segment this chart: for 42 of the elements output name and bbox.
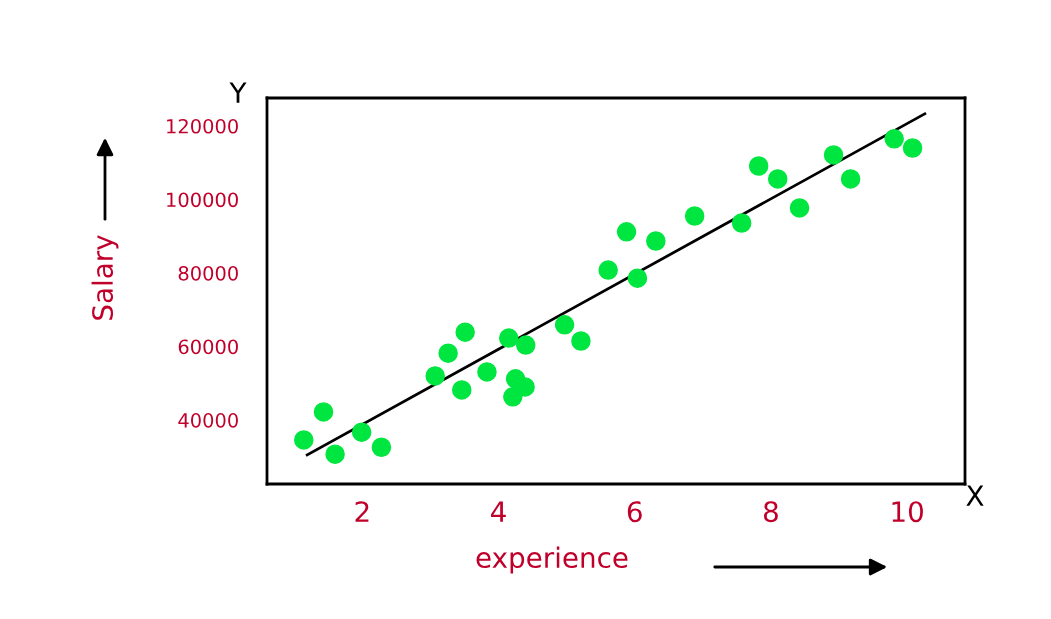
x-axis-title: experience <box>476 546 628 574</box>
point <box>515 377 535 397</box>
point <box>516 335 536 355</box>
y-tick-label: 40000 <box>178 412 238 428</box>
point <box>748 156 769 176</box>
y-tick-label: 120000 <box>167 118 238 134</box>
x-tick-label: 6 <box>627 501 642 523</box>
x-tick-label: 8 <box>763 501 778 523</box>
point <box>351 422 372 442</box>
point <box>684 206 705 226</box>
point <box>455 322 475 342</box>
point <box>313 402 334 422</box>
point <box>498 328 519 348</box>
point <box>840 169 861 189</box>
point <box>767 169 788 189</box>
point <box>616 222 637 242</box>
point <box>902 138 923 158</box>
y-tick-label: 80000 <box>178 265 238 281</box>
point <box>325 444 345 464</box>
point <box>438 343 458 363</box>
point <box>789 198 810 218</box>
point <box>598 260 618 280</box>
y-tick-label: 100000 <box>167 192 238 208</box>
point <box>371 437 392 457</box>
point <box>425 366 445 386</box>
point <box>884 129 904 149</box>
x-tick-label: 4 <box>491 501 506 522</box>
point <box>477 362 497 382</box>
point <box>731 213 752 233</box>
point <box>452 380 472 400</box>
y-axis-title: Salary <box>91 235 119 320</box>
x-tick-label: 10 <box>892 501 923 523</box>
point <box>627 268 648 288</box>
text: X <box>966 485 984 506</box>
y-tick-label: 60000 <box>178 339 238 355</box>
x-tick-label: 2 <box>355 501 369 522</box>
text: Y <box>229 82 247 103</box>
point <box>554 315 575 335</box>
point <box>294 430 314 450</box>
point <box>571 331 591 351</box>
point <box>646 231 666 251</box>
point <box>823 145 844 165</box>
